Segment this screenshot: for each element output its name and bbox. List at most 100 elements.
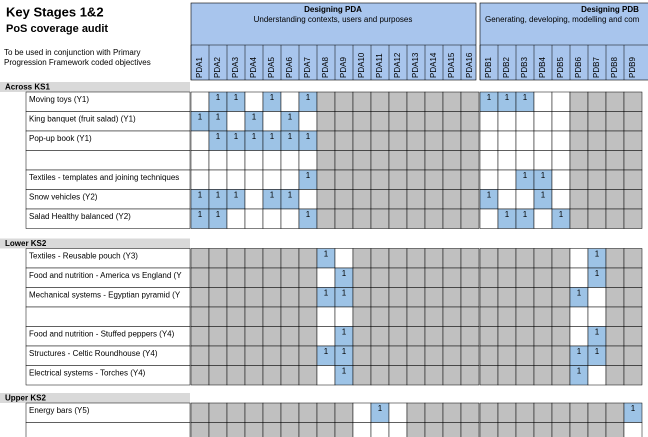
grid-cell [424, 91, 444, 112]
subtitle: PoS coverage audit [6, 23, 108, 35]
grid-cell [460, 189, 480, 210]
row-label: Salad Healthy balanced (Y2) [29, 212, 131, 221]
grid-cell [460, 287, 480, 308]
grid-cell [424, 422, 444, 437]
grid-cell [370, 169, 390, 190]
grid-cell [533, 345, 553, 366]
grid-cell [406, 248, 426, 269]
grid-cell [515, 111, 535, 132]
row-label: Pop-up book (Y1) [29, 134, 92, 143]
grid-cell [587, 169, 607, 190]
grid-cell [316, 402, 336, 423]
grid-cell [226, 248, 246, 269]
column-label: PDA2 [213, 57, 222, 78]
grid-cell [551, 150, 571, 171]
cell-value: 1 [487, 93, 492, 102]
grid-cell [244, 326, 264, 347]
grid-cell [587, 422, 607, 437]
grid-cell [298, 150, 318, 171]
grid-cell [334, 130, 354, 151]
grid-cell [479, 169, 499, 190]
grid-cell [208, 402, 228, 423]
grid-cell [460, 150, 480, 171]
grid-cell [460, 130, 480, 151]
grid-cell [388, 189, 408, 210]
grid-cell [460, 402, 480, 423]
grid-cell [424, 150, 444, 171]
grid-cell [623, 267, 643, 288]
grid-cell [226, 111, 246, 132]
grid-cell [334, 402, 354, 423]
grid-cell [569, 208, 589, 229]
grid-cell [406, 91, 426, 112]
row-label: Food and nutrition - America vs England … [29, 271, 182, 280]
section-title: Lower KS2 [5, 239, 47, 248]
grid-cell [370, 150, 390, 171]
column-label: PDB3 [520, 57, 529, 78]
grid-cell [226, 150, 246, 171]
grid-cell [479, 130, 499, 151]
grid-cell [479, 150, 499, 171]
grid-cell [352, 402, 372, 423]
group-header [190, 2, 477, 81]
grid-cell [280, 267, 300, 288]
grid-cell [515, 248, 535, 269]
grid-cell [352, 287, 372, 308]
grid-cell [424, 169, 444, 190]
grid-cell [226, 306, 246, 327]
grid-cell [605, 130, 625, 151]
grid-cell [587, 306, 607, 327]
column-label: PDA1 [195, 57, 204, 78]
cell-value: 1 [234, 132, 239, 141]
grid-cell [605, 402, 625, 423]
grid-cell [244, 267, 264, 288]
grid-cell [551, 189, 571, 210]
column-label: PDA13 [411, 52, 420, 78]
column-label: PDA11 [375, 53, 384, 78]
grid-cell [370, 306, 390, 327]
cell-value: 1 [342, 328, 347, 337]
grid-cell [280, 287, 300, 308]
grid-cell [262, 402, 282, 423]
grid-cell [605, 169, 625, 190]
grid-cell [515, 422, 535, 437]
grid-cell [533, 248, 553, 269]
grid-cell [352, 326, 372, 347]
grid-cell [605, 422, 625, 437]
grid-cell [316, 306, 336, 327]
grid-cell [406, 345, 426, 366]
grid-cell [388, 208, 408, 229]
grid-cell [370, 91, 390, 112]
cell-value: 1 [270, 191, 275, 200]
grid-cell [244, 345, 264, 366]
grid-cell [587, 111, 607, 132]
grid-cell [497, 402, 517, 423]
grid-cell [370, 130, 390, 151]
grid-cell [442, 422, 462, 437]
grid-cell [479, 402, 499, 423]
cell-value: 1 [378, 404, 383, 413]
grid-cell [388, 150, 408, 171]
grid-cell [280, 169, 300, 190]
grid-cell [262, 169, 282, 190]
column-label: PDA15 [447, 52, 456, 78]
grid-cell [208, 326, 228, 347]
grid-cell [460, 345, 480, 366]
grid-cell [479, 287, 499, 308]
grid-cell [551, 267, 571, 288]
grid-cell [623, 345, 643, 366]
grid-cell [551, 422, 571, 437]
grid-cell [497, 169, 517, 190]
cell-value: 1 [306, 171, 311, 180]
grid-cell [479, 306, 499, 327]
column-label: PDA14 [429, 52, 438, 78]
column-label: PDA16 [465, 52, 474, 78]
grid-cell [460, 326, 480, 347]
grid-cell [479, 326, 499, 347]
grid-cell [190, 326, 210, 347]
cell-value: 1 [306, 210, 311, 219]
row-label: Electrical systems - Torches (Y4) [29, 369, 146, 378]
cell-value: 1 [505, 93, 510, 102]
grid-cell [262, 287, 282, 308]
cell-value: 1 [216, 113, 221, 122]
